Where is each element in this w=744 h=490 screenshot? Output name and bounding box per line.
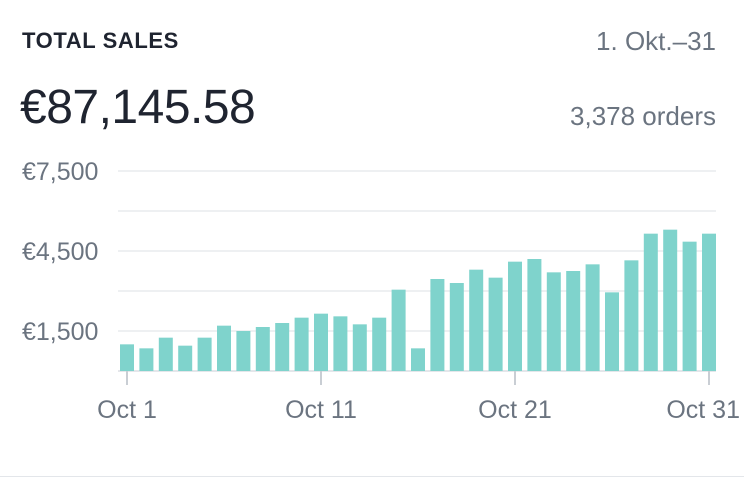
bars (120, 229, 716, 371)
y-tick-label: €1,500 (22, 318, 98, 346)
card-title: TOTAL SALES (22, 28, 179, 53)
bar-oct-31[interactable] (702, 233, 716, 371)
x-tick-label: Oct 31 (666, 396, 740, 424)
bar-oct-19[interactable] (469, 269, 484, 371)
bar-oct-30[interactable] (682, 241, 697, 371)
bar-oct-21[interactable] (508, 261, 522, 371)
bar-oct-15[interactable] (391, 289, 406, 371)
x-tick-label: Oct 21 (478, 396, 552, 424)
bar-oct-11[interactable] (314, 313, 328, 371)
bar-oct-8[interactable] (255, 327, 270, 371)
bar-oct-13[interactable] (352, 324, 367, 371)
bar-oct-2[interactable] (139, 348, 154, 371)
bar-oct-17[interactable] (430, 279, 445, 371)
x-tick-label: Oct 1 (97, 396, 157, 424)
bar-oct-20[interactable] (488, 277, 503, 371)
bar-oct-29[interactable] (663, 229, 678, 371)
orders-count: 3,378 orders (570, 101, 716, 131)
total-sales-value: €87,145.58 (20, 81, 256, 134)
sales-bar-chart: €1,500€4,500€7,500 Oct 1 Oct 11 Oct 21 Oct … (22, 158, 740, 424)
bar-oct-24[interactable] (566, 271, 581, 371)
bar-oct-6[interactable] (217, 325, 231, 371)
bar-oct-26[interactable] (605, 292, 619, 371)
y-tick-label: €4,500 (22, 238, 98, 266)
bar-oct-23[interactable] (546, 272, 561, 371)
bar-oct-28[interactable] (643, 233, 658, 371)
x-tick-label: Oct 11 (285, 396, 357, 424)
bar-oct-22[interactable] (527, 259, 542, 371)
bar-oct-1[interactable] (120, 344, 134, 371)
bar-oct-4[interactable] (178, 345, 193, 371)
date-range-label[interactable]: 1. Okt.–31 (596, 26, 716, 56)
bar-oct-18[interactable] (449, 283, 464, 371)
bar-oct-3[interactable] (158, 337, 173, 371)
bar-oct-10[interactable] (294, 317, 309, 371)
bar-oct-12[interactable] (333, 316, 348, 371)
y-tick-label: €7,500 (22, 158, 98, 186)
bar-oct-7[interactable] (236, 331, 251, 371)
bottom-divider (0, 476, 744, 477)
x-axis-labels: Oct 1 Oct 11 Oct 21 Oct 31 (97, 371, 740, 424)
bar-oct-25[interactable] (585, 264, 600, 371)
bar-oct-5[interactable] (197, 337, 212, 371)
y-axis-labels: €1,500 €4,500 €7,500 (22, 158, 98, 346)
bar-oct-27[interactable] (624, 260, 639, 371)
bar-oct-16[interactable] (411, 348, 425, 371)
bar-oct-14[interactable] (372, 317, 387, 371)
bar-oct-9[interactable] (275, 323, 290, 371)
